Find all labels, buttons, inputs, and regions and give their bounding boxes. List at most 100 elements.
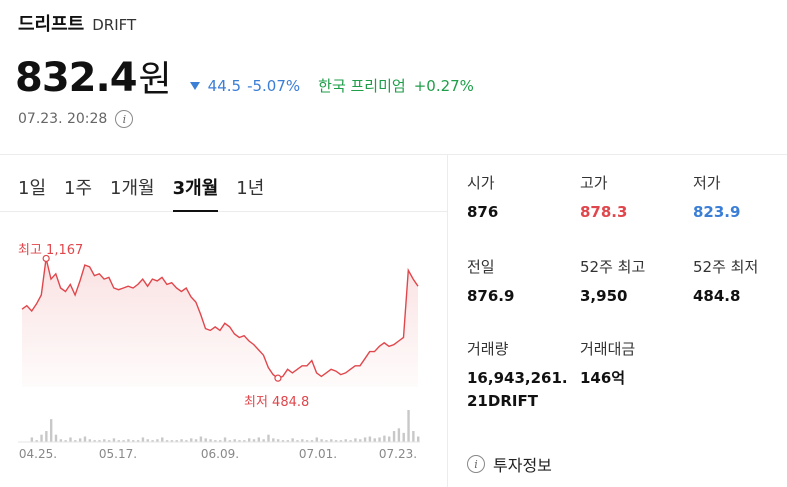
max-label: 최고 1,167	[18, 243, 83, 258]
volume-bar	[107, 440, 111, 442]
volume-bar	[209, 439, 212, 442]
stat-52w-low: 52주 최저 484.8	[693, 256, 787, 308]
volume-bar	[291, 438, 294, 442]
volume-bar	[238, 440, 241, 442]
volume-bar	[301, 439, 304, 442]
volume-bar	[252, 439, 256, 442]
price-row: 832.4 원 44.5 -5.07% 한국 프리미엄 +0.27%	[15, 50, 474, 102]
min-marker	[274, 374, 282, 382]
change-amount: 44.5	[207, 77, 242, 95]
divider	[447, 154, 448, 487]
stat-value: 16,943,261. 21DRIFT	[467, 369, 568, 410]
volume-bar	[397, 428, 401, 442]
volume-bar	[257, 437, 261, 442]
volume-bar	[127, 439, 130, 442]
volume-bar	[112, 438, 116, 442]
volume-bar	[281, 440, 285, 442]
premium-label: 한국 프리미엄	[318, 77, 406, 95]
volume-bar	[247, 438, 251, 442]
x-tick-label: 07.01.	[299, 447, 337, 461]
volume-bar	[388, 436, 391, 442]
stat-value: 146억	[580, 369, 626, 387]
x-tick-label: 06.09.	[201, 447, 239, 461]
volume-bar	[344, 439, 347, 442]
volume-bar	[151, 440, 154, 442]
volume-bar	[103, 439, 106, 442]
tab-1y[interactable]: 1년	[236, 178, 265, 199]
volume-bar	[214, 440, 217, 442]
stat-label: 전일	[467, 258, 495, 276]
volume-bar	[54, 434, 58, 442]
stat-label: 시가	[467, 174, 495, 192]
volume-bar	[305, 440, 309, 442]
volume-bar	[35, 440, 38, 442]
volume-bar	[272, 438, 275, 442]
invest-info-link[interactable]: i 투자정보	[467, 452, 552, 476]
coin-symbol: DRIFT	[92, 16, 137, 34]
tab-1d[interactable]: 1일	[18, 178, 47, 199]
info-icon[interactable]: i	[115, 110, 134, 128]
volume-bar	[325, 440, 328, 442]
price-area	[22, 258, 418, 387]
volume-bar	[49, 419, 53, 442]
volume-bar	[267, 434, 270, 442]
volume-bar	[69, 437, 72, 442]
volume-bar	[141, 437, 145, 442]
stat-label: 저가	[693, 174, 721, 192]
volume-bar	[74, 440, 77, 442]
volume-bar	[330, 439, 333, 442]
stat-high: 고가 878.3	[580, 172, 690, 224]
info-icon: i	[467, 455, 485, 473]
min-label: 최저 484.8	[244, 395, 309, 410]
volume-bar	[402, 432, 405, 442]
volume-bar	[407, 410, 410, 442]
volume-bar	[122, 440, 125, 442]
volume-bar	[368, 436, 372, 442]
volume-bar	[378, 437, 381, 442]
volume-bar	[310, 440, 314, 442]
stat-52w-high: 52주 최고 3,950	[580, 256, 690, 308]
volume-bar	[334, 440, 338, 442]
price-line	[21, 258, 419, 379]
down-arrow-icon	[189, 82, 200, 90]
volume-bar	[190, 438, 193, 442]
volume-bar	[204, 438, 207, 442]
volume-bar	[40, 434, 43, 442]
coin-name: 드리프트	[18, 14, 85, 35]
volume-bar	[233, 439, 236, 442]
volume-bar	[296, 440, 299, 442]
timestamp-row: 07.23. 20:28 i	[18, 110, 134, 128]
volume-bar	[93, 440, 96, 442]
volume-bar	[136, 440, 140, 442]
volume-bar	[180, 439, 183, 442]
volume-bar	[276, 439, 280, 442]
tab-1w[interactable]: 1주	[64, 178, 93, 199]
volume-bar	[83, 436, 87, 442]
stat-trade-amount: 거래대금 146억	[580, 338, 690, 390]
volume-bar	[262, 439, 265, 442]
price-chart[interactable]: 최고 1,167 최저 484.8 04.25. 05.17. 06.09. 07.01.…	[0, 212, 447, 487]
volume-bar	[146, 439, 149, 442]
stat-label: 거래대금	[580, 340, 636, 358]
x-tick-label: 05.17.	[99, 447, 137, 461]
volume-bar	[185, 440, 188, 442]
korea-premium[interactable]: 한국 프리미엄 +0.27%	[318, 75, 474, 96]
stat-prev-close: 전일 876.9	[467, 256, 577, 308]
volume-bar	[223, 437, 227, 442]
volume-bar	[412, 431, 415, 442]
price-unit: 원	[138, 59, 172, 100]
premium-value: +0.27%	[413, 77, 474, 95]
stat-value: 876	[467, 203, 499, 221]
volume-bar	[132, 440, 135, 442]
volume-bar	[373, 438, 376, 442]
price-chart-svg: 최고 1,167 최저 484.8 04.25. 05.17. 06.09. 07.01.…	[18, 243, 420, 461]
volume-bar	[88, 439, 92, 442]
volume-bar	[243, 440, 246, 442]
volume-bar	[228, 440, 232, 442]
stat-value: 823.9	[693, 203, 741, 221]
tab-1m[interactable]: 1개월	[110, 178, 155, 199]
volume-bar	[117, 440, 120, 442]
tab-3m[interactable]: 3개월	[172, 164, 219, 212]
stat-value: 3,950	[580, 287, 628, 305]
volume-bar	[170, 440, 174, 442]
